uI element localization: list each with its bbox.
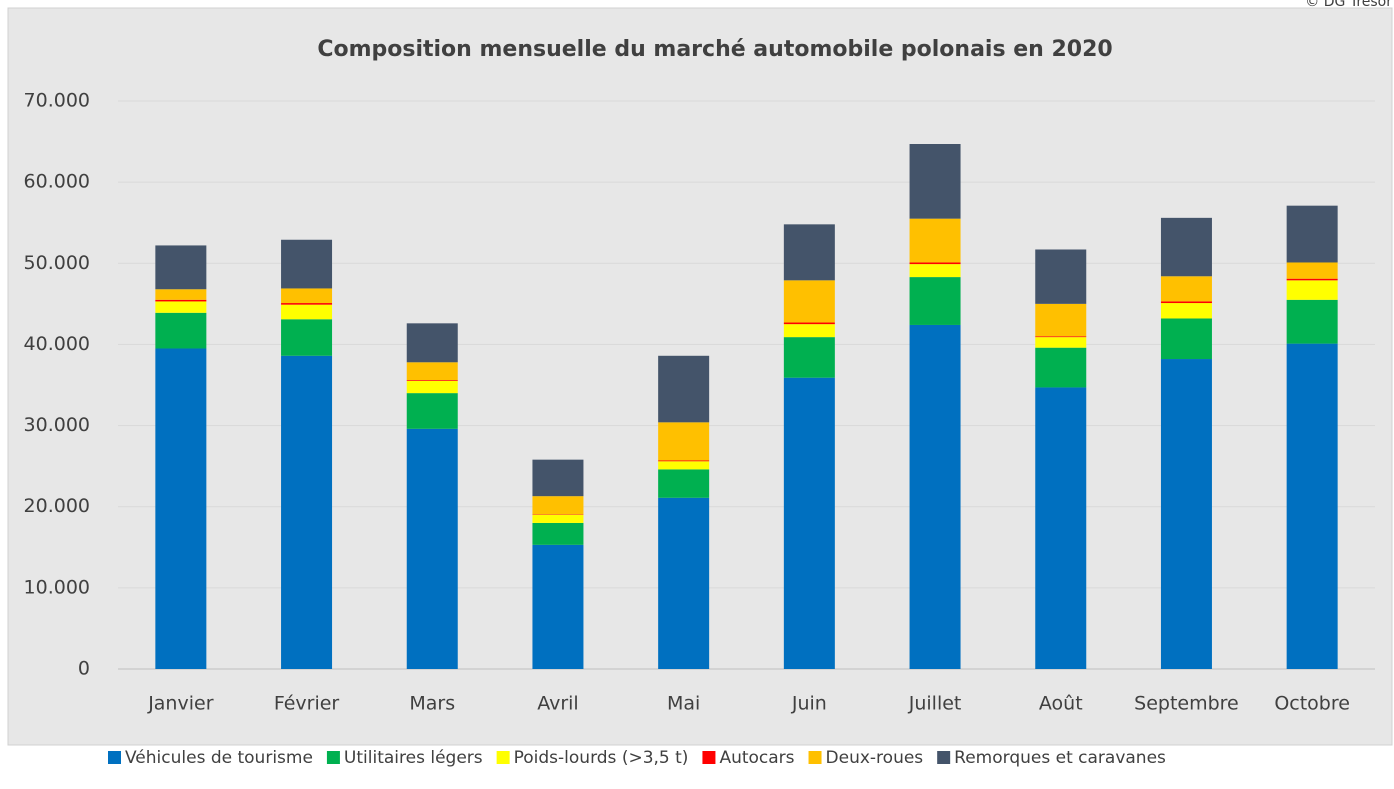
y-tick-label: 30.000 [24,414,90,436]
bar-segment [1286,205,1338,263]
bar-segment [281,288,333,304]
bar-segment [783,224,835,281]
legend-swatch [937,751,951,764]
bar-segment [406,380,458,381]
bar-segment [406,428,458,669]
x-tick-label: Mars [409,693,455,715]
bar-segment [1035,387,1087,669]
bar-segment [909,262,961,265]
bar-segment [281,319,333,356]
x-tick-label: Février [274,693,340,715]
bar-segment [909,218,961,263]
x-tick-label: Septembre [1134,693,1239,715]
legend-swatch [496,751,510,764]
bar-segment [658,355,710,423]
legend-label: Remorques et caravanes [954,748,1166,768]
x-tick-label: Juin [791,693,827,715]
bar-segment [532,496,584,515]
bar-segment [909,264,961,278]
bar-segment [909,277,961,325]
bar-segment [1160,276,1212,302]
bar-segment [1286,278,1338,281]
bar-segment [281,239,333,289]
y-tick-label: 0 [78,658,90,680]
y-tick-label: 70.000 [24,90,90,112]
bar-segment [658,460,710,462]
bar-segment [658,469,710,498]
bar-segment [1035,336,1087,338]
bar-segment [783,280,835,323]
bar-segment [1035,337,1087,348]
bar-segment [658,422,710,461]
y-tick-label: 60.000 [24,171,90,193]
bar-segment [281,355,333,669]
chart-title: Composition mensuelle du marché automobi… [317,37,1112,62]
bar-segment [155,245,207,290]
bar-segment [155,348,207,669]
legend-swatch [808,751,822,764]
bar-segment [406,323,458,363]
x-tick-label: Juillet [908,693,962,715]
bar-segment [1035,303,1087,337]
bar-segment [281,304,333,320]
bar-segment [1286,343,1338,669]
legend-label: Véhicules de tourisme [125,748,313,768]
bar-segment [658,461,710,470]
bar-segment [1160,359,1212,669]
y-tick-label: 40.000 [24,333,90,355]
bar-segment [1286,299,1338,344]
bar-segment [532,522,584,545]
bar-segment [1160,217,1212,277]
legend-label: Autocars [719,748,794,768]
bar-segment [1160,303,1212,319]
legend-label: Deux-roues [826,748,924,768]
legend-swatch [702,751,716,764]
bar-segment [532,459,584,497]
bar-segment [1160,301,1212,304]
bar-segment [1035,347,1087,388]
bar-segment [783,324,835,338]
x-tick-label: Janvier [147,693,214,715]
y-tick-label: 20.000 [24,495,90,517]
bar-segment [783,337,835,378]
bar-segment [155,289,207,300]
x-tick-label: Octobre [1274,693,1350,715]
bar-segment [155,301,207,313]
watermark: © DG Trésor [1305,0,1392,10]
y-tick-label: 50.000 [24,252,90,274]
bar-segment [1286,262,1338,279]
bar-segment [783,377,835,669]
x-tick-label: Mai [667,693,700,715]
legend-swatch [108,751,121,764]
bar-segment [406,362,458,381]
bar-segment [1160,318,1212,360]
legend-label: Poids-lourds (>3,5 t) [514,748,689,768]
bar-segment [532,544,584,669]
bar-segment [532,514,584,523]
bar-segment [406,380,458,394]
legend-label: Utilitaires légers [344,748,483,768]
bar-segment [909,144,961,219]
bar-segment [281,303,333,305]
x-tick-label: Avril [537,693,579,715]
x-tick-label: Août [1039,693,1083,715]
bar-segment [155,312,207,349]
legend-swatch [326,751,340,764]
bar-segment [658,497,710,669]
bar-segment [783,322,835,325]
bar-segment [406,393,458,429]
bar-segment [909,324,961,669]
bar-segment [1035,249,1087,304]
y-tick-label: 10.000 [24,576,90,598]
bar-segment [155,299,207,302]
bar-segment [1286,280,1338,300]
